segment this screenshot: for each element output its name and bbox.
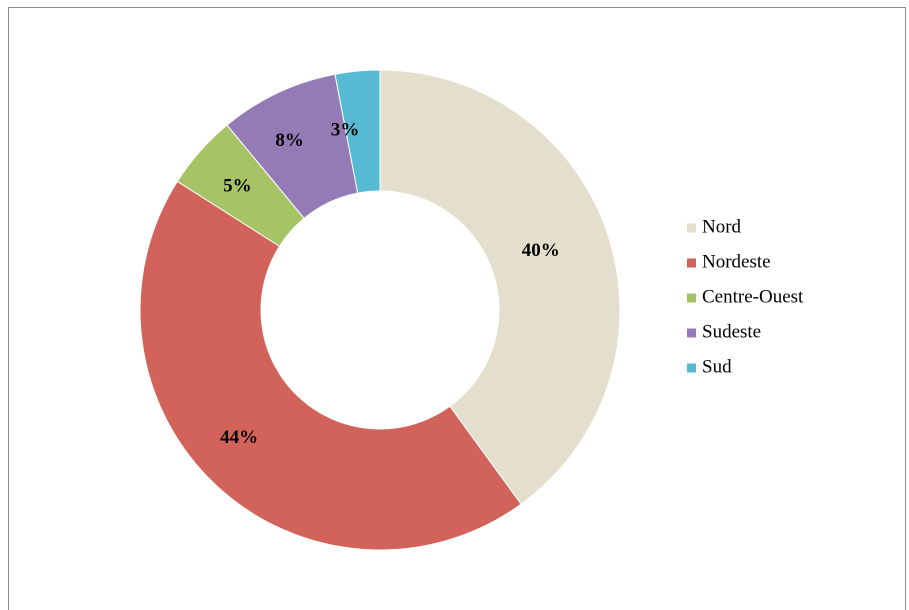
legend-label-sud: Sud (702, 356, 732, 377)
slice-nord (379, 69, 621, 505)
legend-label-nordeste: Nordeste (702, 251, 771, 272)
data-label-centre-ouest: 5% (223, 176, 252, 197)
legend-swatch-centre-ouest (687, 293, 696, 303)
legend-label-sudeste: Sudeste (702, 321, 761, 342)
data-label-nordeste: 44% (220, 427, 258, 448)
data-label-sudeste: 8% (275, 130, 304, 151)
donut-slices (139, 69, 621, 551)
legend: Nord Nordeste Centre-Ouest Sudeste Sud (687, 216, 804, 377)
data-labels: 40% 44% 5% 8% 3% (220, 120, 560, 449)
slice-sud (334, 69, 381, 194)
data-label-nord: 40% (522, 240, 560, 261)
legend-swatch-sud (687, 363, 696, 373)
data-label-sud: 3% (331, 120, 360, 141)
legend-label-centre-ouest: Centre-Ouest (702, 286, 804, 307)
legend-label-nord: Nord (702, 216, 742, 237)
slice-nordeste (139, 180, 522, 551)
legend-swatch-sudeste (687, 328, 696, 338)
legend-swatch-nordeste (687, 258, 696, 268)
legend-swatch-nord (687, 223, 696, 233)
